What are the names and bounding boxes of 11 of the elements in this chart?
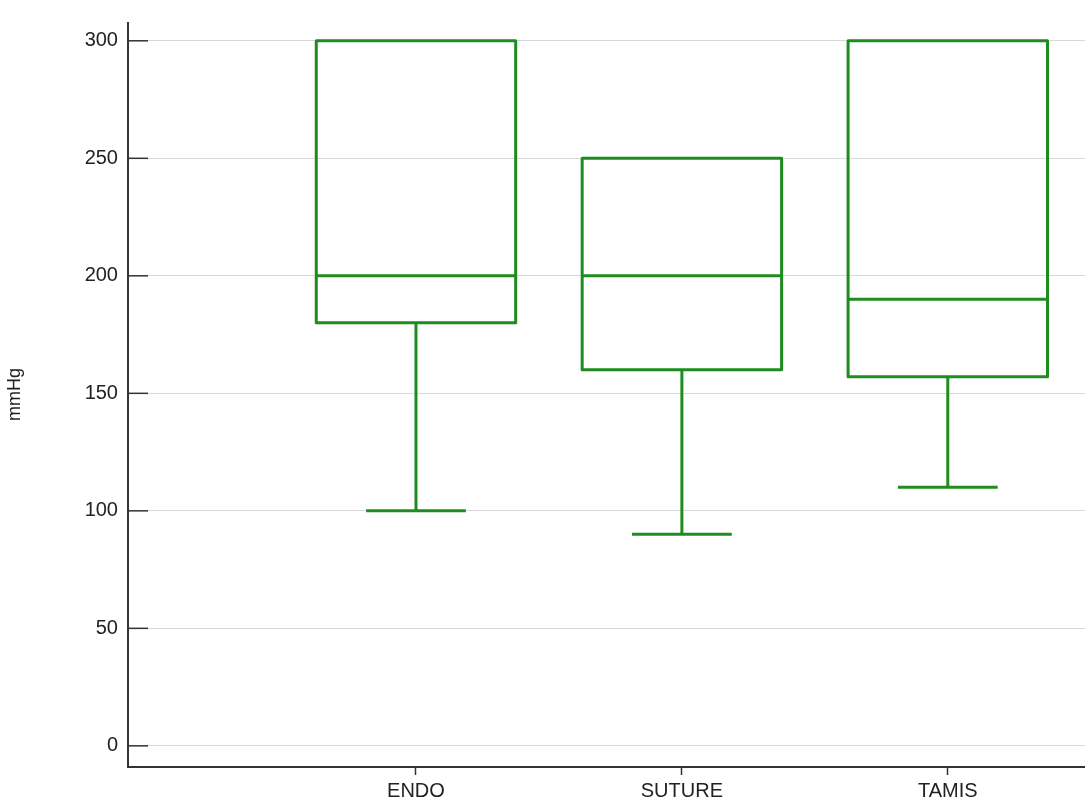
y-axis-title: mmHg [3,368,24,421]
x-tick-label: SUTURE [640,778,723,801]
y-tick-label: 150 [84,380,118,403]
y-tick-label: 200 [84,263,118,286]
x-tick-label: TAMIS [917,778,978,801]
y-tick-label: 300 [84,28,118,51]
y-tick-label: 250 [84,145,118,168]
y-tick-label: 100 [84,498,118,521]
y-tick-label: 50 [95,615,118,638]
x-tick-label: ENDO [387,778,445,801]
y-tick-label: 0 [106,733,118,756]
